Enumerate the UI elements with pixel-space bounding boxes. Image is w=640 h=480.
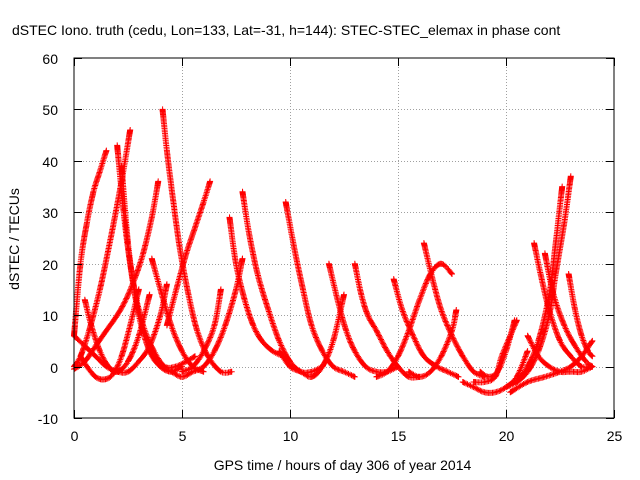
- y-tick-label: 60: [42, 50, 58, 67]
- data-series-arc13: [179, 286, 224, 375]
- data-points: [477, 317, 518, 380]
- data-points: [565, 271, 596, 360]
- y-tick-label: 50: [42, 101, 58, 118]
- y-tick-label: 0: [50, 359, 58, 376]
- data-marks: [71, 106, 596, 396]
- data-points: [405, 307, 460, 380]
- y-tick-label: -10: [37, 410, 58, 427]
- chart-title: dSTEC Iono. truth (cedu, Lon=133, Lat=-3…: [12, 22, 561, 38]
- data-points: [163, 178, 214, 329]
- data-points: [524, 332, 596, 376]
- data-series-arc26: [477, 317, 518, 380]
- data-series-arc10: [159, 106, 235, 376]
- data-points: [541, 250, 596, 370]
- data-series-arc32: [565, 271, 596, 360]
- y-tick-label: 40: [42, 153, 58, 170]
- data-points: [282, 199, 358, 380]
- data-series-arc15: [239, 188, 326, 376]
- y-tick-label: 30: [42, 204, 58, 221]
- x-tick-label: 15: [390, 428, 407, 444]
- x-tick-label: 20: [498, 428, 515, 444]
- data-points: [118, 163, 198, 371]
- data-points: [159, 106, 235, 376]
- data-series-arc22: [420, 240, 488, 380]
- y-tick-label: 10: [42, 307, 58, 324]
- axis-ticks: [74, 58, 615, 419]
- x-tick-label: 5: [178, 428, 187, 444]
- plot-frame: [73, 57, 615, 419]
- data-series-arc8: [118, 163, 198, 371]
- x-tick-label: 0: [70, 428, 79, 444]
- data-series-arc30: [541, 250, 596, 370]
- data-points: [71, 147, 110, 339]
- data-series-arc23: [405, 307, 460, 380]
- data-points: [420, 240, 488, 380]
- data-series-arc1: [71, 147, 110, 339]
- data-series-arc14: [226, 214, 287, 360]
- data-points: [239, 188, 326, 376]
- data-points: [179, 286, 224, 375]
- x-tick-label: 25: [606, 428, 623, 444]
- data-series-arc33: [524, 332, 596, 376]
- data-series-arc16: [282, 199, 358, 380]
- data-series-arc11: [163, 178, 214, 329]
- x-axis-label: GPS time / hours of day 306 of year 2014: [213, 457, 472, 473]
- x-tick-label: 10: [282, 428, 299, 444]
- y-tick-label: 20: [42, 256, 58, 273]
- data-points: [226, 214, 287, 360]
- y-axis-label: dSTEC / TECUs: [6, 188, 22, 290]
